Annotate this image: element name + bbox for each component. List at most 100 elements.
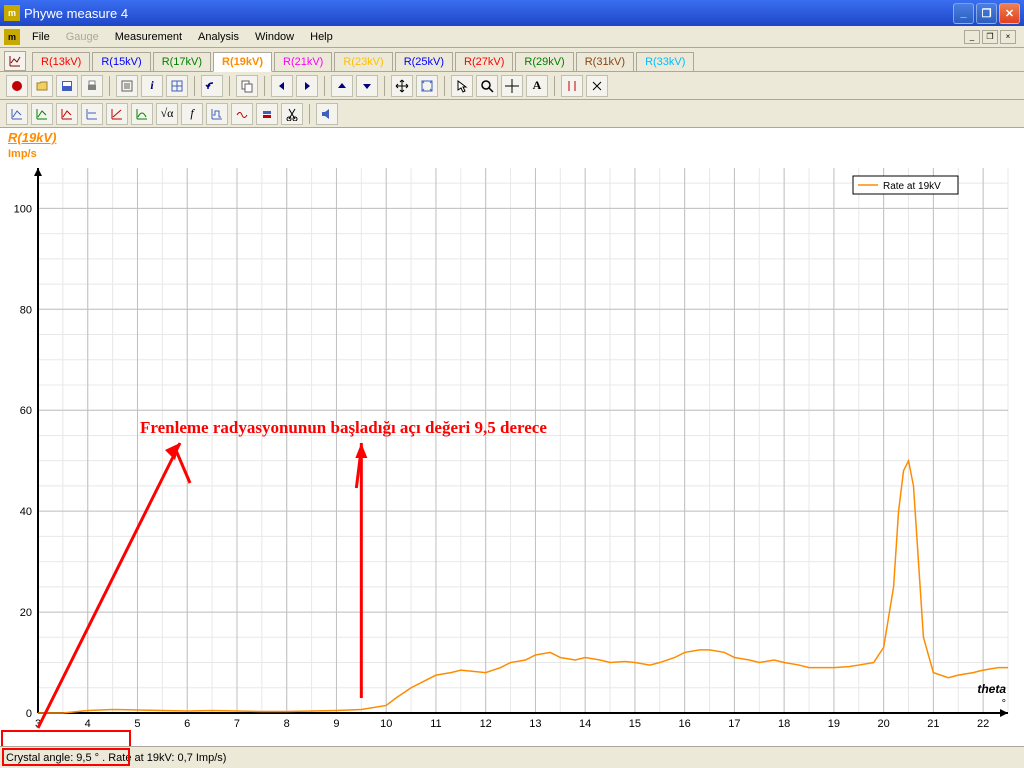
svg-text:40: 40 [20, 506, 32, 518]
tab-r17kv[interactable]: R(17kV) [153, 52, 211, 71]
svg-text:4: 4 [85, 718, 91, 730]
tab-graph-icon[interactable] [4, 51, 26, 71]
menubar: m FileGaugeMeasurementAnalysisWindowHelp… [0, 26, 1024, 48]
analysis-btn-4[interactable] [81, 103, 103, 125]
svg-text:16: 16 [679, 718, 691, 730]
undo-button[interactable] [201, 75, 223, 97]
chart-area: R(19kV) Imp/s 34567891011121314151617181… [0, 128, 1024, 746]
save-button[interactable] [56, 75, 78, 97]
menu-gauge[interactable]: Gauge [58, 29, 107, 45]
print-button[interactable] [81, 75, 103, 97]
svg-text:20: 20 [878, 718, 890, 730]
svg-text:21: 21 [927, 718, 939, 730]
menu-measurement[interactable]: Measurement [107, 29, 190, 45]
tab-r31kv[interactable]: R(31kV) [576, 52, 634, 71]
mdi-minimize-button[interactable]: _ [964, 30, 980, 44]
minimize-button[interactable]: _ [953, 3, 974, 24]
tabbar: R(13kV)R(15kV)R(17kV)R(19kV)R(21kV)R(23k… [0, 48, 1024, 72]
svg-text:Frenleme radyasyonunun başladı: Frenleme radyasyonunun başladığı açı değ… [140, 418, 547, 437]
svg-text:14: 14 [579, 718, 591, 730]
cursor-button[interactable] [451, 75, 473, 97]
close-button[interactable]: ✕ [999, 3, 1020, 24]
info-button[interactable]: i [141, 75, 163, 97]
mdi-controls: _ ❐ × [964, 30, 1016, 44]
tab-r19kv[interactable]: R(19kV) [213, 52, 272, 72]
tab-r15kv[interactable]: R(15kV) [92, 52, 150, 71]
table-button[interactable] [166, 75, 188, 97]
sqrt-button[interactable]: √α [156, 103, 178, 125]
analysis-btn-5[interactable] [106, 103, 128, 125]
zoom-button[interactable] [476, 75, 498, 97]
record-button[interactable] [6, 75, 28, 97]
tab-r23kv[interactable]: R(23kV) [334, 52, 392, 71]
app-icon: m [4, 5, 20, 21]
menu-window[interactable]: Window [247, 29, 302, 45]
analysis-btn-3[interactable] [56, 103, 78, 125]
tab-r27kv[interactable]: R(27kV) [455, 52, 513, 71]
window-title: Phywe measure 4 [24, 6, 953, 21]
svg-text:11: 11 [430, 718, 441, 730]
svg-text:7: 7 [234, 718, 240, 730]
analysis-btn-2[interactable] [31, 103, 53, 125]
analysis-btn-1[interactable] [6, 103, 28, 125]
svg-text:100: 100 [14, 203, 32, 215]
menu-analysis[interactable]: Analysis [190, 29, 247, 45]
svg-text:Rate at 19kV: Rate at 19kV [883, 181, 941, 192]
copy-button[interactable] [236, 75, 258, 97]
smooth-button[interactable] [231, 103, 253, 125]
svg-text:20: 20 [20, 607, 32, 619]
svg-text:12: 12 [480, 718, 492, 730]
svg-text:60: 60 [20, 405, 32, 417]
analysis-btn-6[interactable] [131, 103, 153, 125]
chart-canvas: 3456789101112131415161718192021220204060… [0, 128, 1024, 746]
cut-button[interactable] [281, 103, 303, 125]
function-button[interactable]: f [181, 103, 203, 125]
svg-text:5: 5 [134, 718, 140, 730]
tab-r13kv[interactable]: R(13kV) [32, 52, 90, 71]
text-button[interactable]: A [526, 75, 548, 97]
svg-text:9: 9 [333, 718, 339, 730]
statusbar: Crystal angle: 9,5 ° . Rate at 19kV: 0,7… [0, 746, 1024, 768]
nav-left-button[interactable] [271, 75, 293, 97]
menu-file[interactable]: File [24, 29, 58, 45]
svg-text:13: 13 [529, 718, 541, 730]
svg-text:15: 15 [629, 718, 641, 730]
svg-text:10: 10 [380, 718, 392, 730]
filter-button[interactable] [256, 103, 278, 125]
open-button[interactable] [31, 75, 53, 97]
notes-button[interactable] [116, 75, 138, 97]
analysis-toolbar: √α f [0, 100, 1024, 128]
menu-app-icon: m [4, 29, 20, 45]
window-controls: _ ❐ ✕ [953, 3, 1020, 24]
mdi-close-button[interactable]: × [1000, 30, 1016, 44]
tab-r21kv[interactable]: R(21kV) [274, 52, 332, 71]
svg-text:80: 80 [20, 304, 32, 316]
nav-right-button[interactable] [296, 75, 318, 97]
maximize-button[interactable]: ❐ [976, 3, 997, 24]
integral-button[interactable] [206, 103, 228, 125]
tab-r33kv[interactable]: R(33kV) [636, 52, 694, 71]
main-toolbar: i A [0, 72, 1024, 100]
menu-help[interactable]: Help [302, 29, 341, 45]
xmarkers-button[interactable] [586, 75, 608, 97]
svg-text:17: 17 [728, 718, 740, 730]
svg-text:0: 0 [26, 708, 32, 720]
nav-up-button[interactable] [331, 75, 353, 97]
svg-text:6: 6 [184, 718, 190, 730]
chart-ylabel: Imp/s [8, 148, 37, 160]
svg-text:18: 18 [778, 718, 790, 730]
svg-text:19: 19 [828, 718, 840, 730]
tab-r25kv[interactable]: R(25kV) [395, 52, 453, 71]
fit-button[interactable] [416, 75, 438, 97]
speaker-button[interactable] [316, 103, 338, 125]
svg-text:°: ° [1002, 698, 1006, 710]
svg-text:theta: theta [977, 682, 1006, 696]
mdi-restore-button[interactable]: ❐ [982, 30, 998, 44]
move-button[interactable] [391, 75, 413, 97]
svg-text:22: 22 [977, 718, 989, 730]
crosshair-button[interactable] [501, 75, 523, 97]
markers-button[interactable] [561, 75, 583, 97]
nav-down-button[interactable] [356, 75, 378, 97]
titlebar: m Phywe measure 4 _ ❐ ✕ [0, 0, 1024, 26]
tab-r29kv[interactable]: R(29kV) [515, 52, 573, 71]
